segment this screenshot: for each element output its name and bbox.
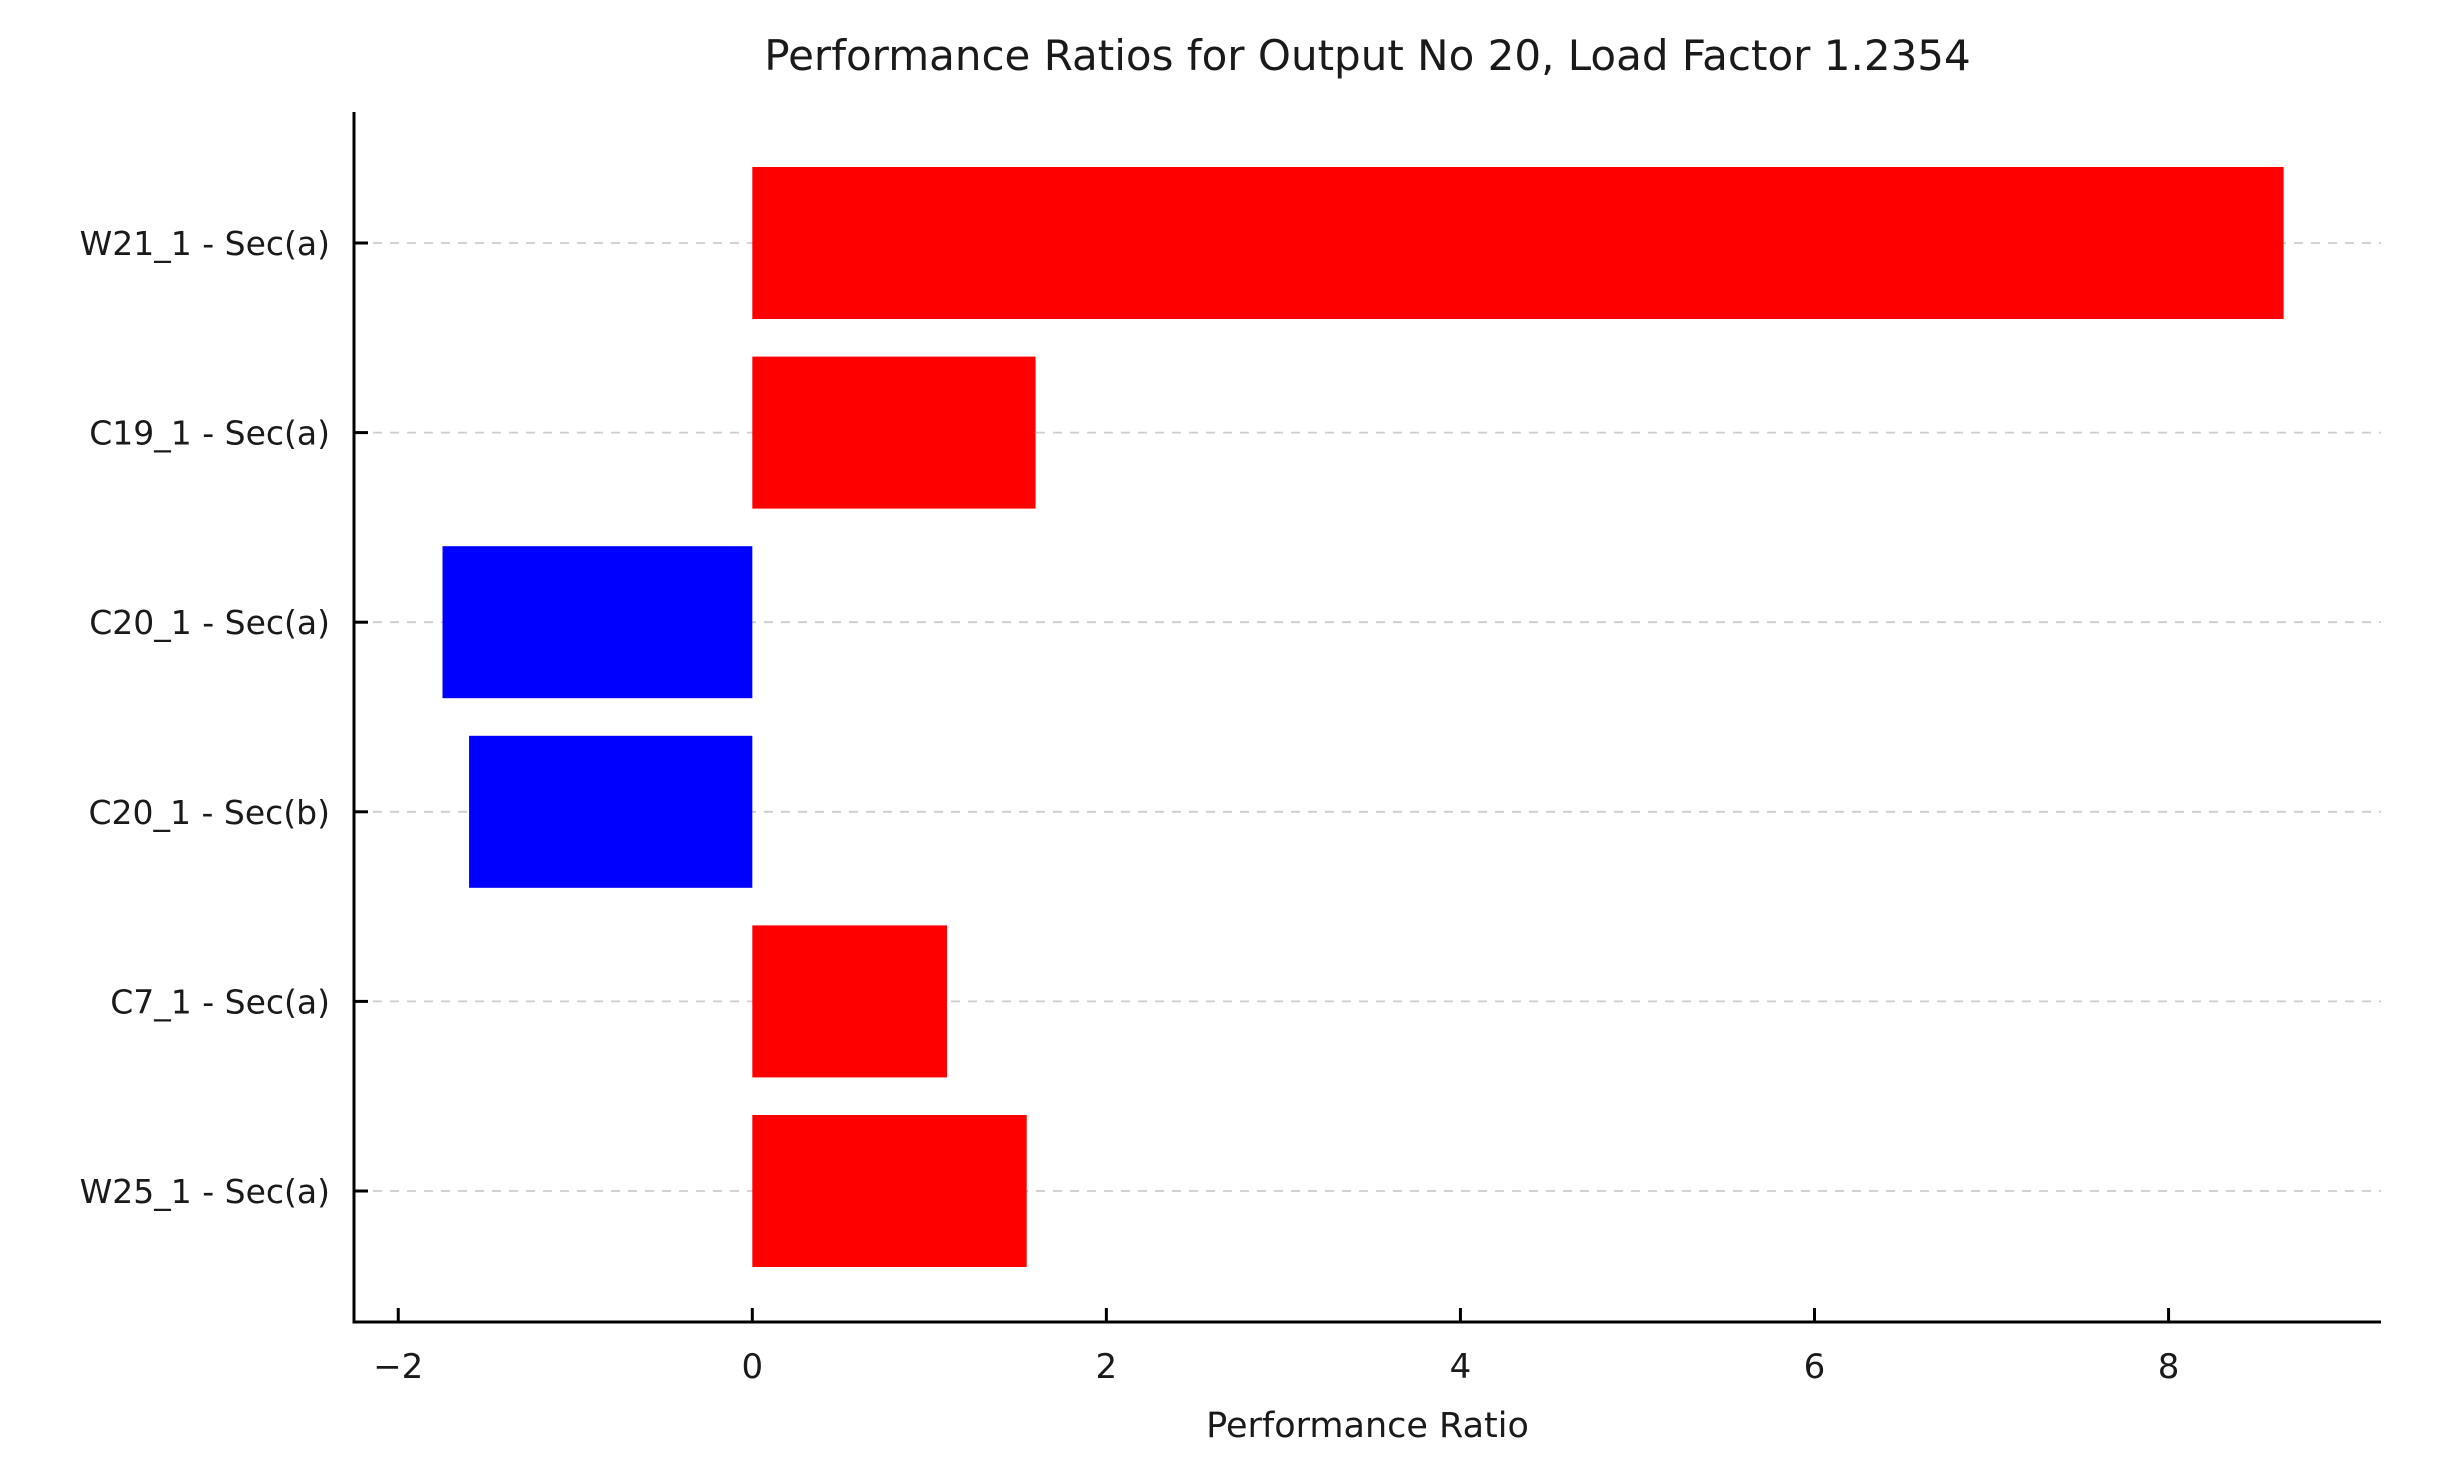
- x-tick-label: 8: [2158, 1347, 2180, 1387]
- x-axis-label: Performance Ratio: [1206, 1406, 1529, 1446]
- category-label: W21_1 - Sec(a): [80, 224, 330, 263]
- category-label: C19_1 - Sec(a): [89, 414, 330, 453]
- bar: [752, 167, 2284, 319]
- bar: [752, 925, 948, 1078]
- x-tick-label: 4: [1450, 1347, 1472, 1387]
- bar: [442, 546, 753, 699]
- bar: [469, 735, 753, 888]
- bar: [752, 356, 1036, 509]
- category-label: W25_1 - Sec(a): [80, 1172, 330, 1211]
- category-label: C20_1 - Sec(a): [89, 603, 330, 642]
- chart-title: Performance Ratios for Output No 20, Loa…: [764, 31, 1971, 80]
- category-label: C7_1 - Sec(a): [110, 982, 330, 1021]
- bar: [752, 1115, 1027, 1267]
- x-tick-label: −2: [373, 1347, 423, 1387]
- x-tick-label: 6: [1804, 1347, 1826, 1387]
- x-tick-label: 0: [741, 1347, 763, 1387]
- x-tick-label: 2: [1096, 1347, 1118, 1387]
- category-label: C20_1 - Sec(b): [88, 793, 330, 832]
